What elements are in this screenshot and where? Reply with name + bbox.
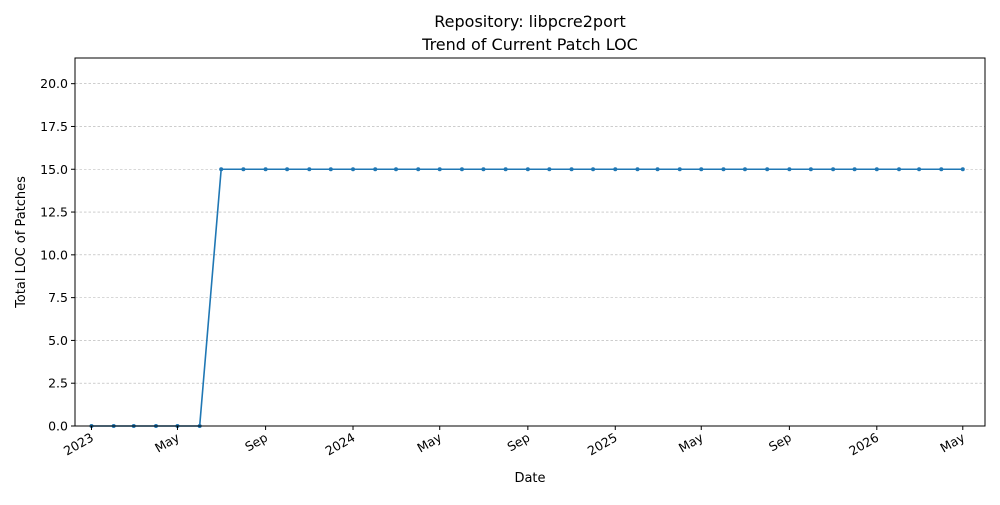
y-tick-label: 0.0 [48, 419, 68, 434]
y-tick-label: 10.0 [40, 247, 68, 262]
data-point [677, 167, 682, 172]
data-point [263, 167, 268, 172]
x-tick-label: Sep [242, 430, 270, 455]
data-point [459, 167, 464, 172]
data-point [635, 167, 640, 172]
data-point [742, 167, 747, 172]
x-tick-label: Sep [766, 430, 794, 455]
data-point [328, 167, 333, 172]
data-point [591, 167, 596, 172]
data-point [547, 167, 552, 172]
y-tick-label: 17.5 [40, 119, 68, 134]
data-point [416, 167, 421, 172]
x-tick-label: 2023 [61, 430, 96, 459]
x-tick-label: May [676, 429, 706, 455]
data-point [569, 167, 574, 172]
y-tick-label: 7.5 [48, 290, 68, 305]
x-tick-label: May [937, 429, 967, 455]
x-tick-label: Sep [504, 430, 532, 455]
plot-frame [74, 57, 986, 427]
data-point [437, 167, 442, 172]
gridlines [75, 83, 985, 427]
data-point [219, 167, 224, 172]
data-point [831, 167, 836, 172]
data-point [897, 167, 902, 172]
y-axis-label: Total LOC of Patches [14, 176, 29, 309]
data-point [852, 167, 857, 172]
x-axis: 2023 May Sep 2024 May Sep 2025 May Sep 2026 May [61, 426, 968, 459]
data-point [373, 167, 378, 172]
data-point [241, 167, 246, 172]
data-point [285, 167, 290, 172]
data-point [613, 167, 618, 172]
y-axis: 0.0 2.5 5.0 7.5 10.0 12.5 15.0 17.5 20.0 [40, 76, 75, 434]
x-tick-label: 2026 [846, 430, 881, 459]
chart-title-line1: Repository: libpcre2port [434, 12, 625, 31]
data-point [655, 167, 660, 172]
y-tick-label: 20.0 [40, 76, 68, 91]
data-point [525, 167, 530, 172]
x-tick-label: 2025 [585, 430, 620, 459]
data-point [765, 167, 770, 172]
data-point [808, 167, 813, 172]
data-point [721, 167, 726, 172]
data-point [874, 167, 879, 172]
series-layer [89, 167, 965, 428]
y-tick-label: 2.5 [48, 376, 68, 391]
data-point [787, 167, 792, 172]
y-tick-label: 5.0 [48, 333, 68, 348]
data-point [939, 167, 944, 172]
x-tick-label: 2024 [322, 430, 357, 459]
y-tick-label: 12.5 [40, 205, 68, 220]
chart-title-line2: Trend of Current Patch LOC [421, 35, 638, 54]
data-point [307, 167, 312, 172]
x-tick-label: May [152, 429, 182, 455]
data-point [917, 167, 922, 172]
x-tick-label: May [414, 429, 444, 455]
data-point [960, 167, 965, 172]
data-point [394, 167, 399, 172]
data-point [481, 167, 486, 172]
y-tick-label: 15.0 [40, 162, 68, 177]
data-point [699, 167, 704, 172]
data-point [351, 167, 356, 172]
x-axis-label: Date [514, 471, 545, 486]
data-point [503, 167, 508, 172]
